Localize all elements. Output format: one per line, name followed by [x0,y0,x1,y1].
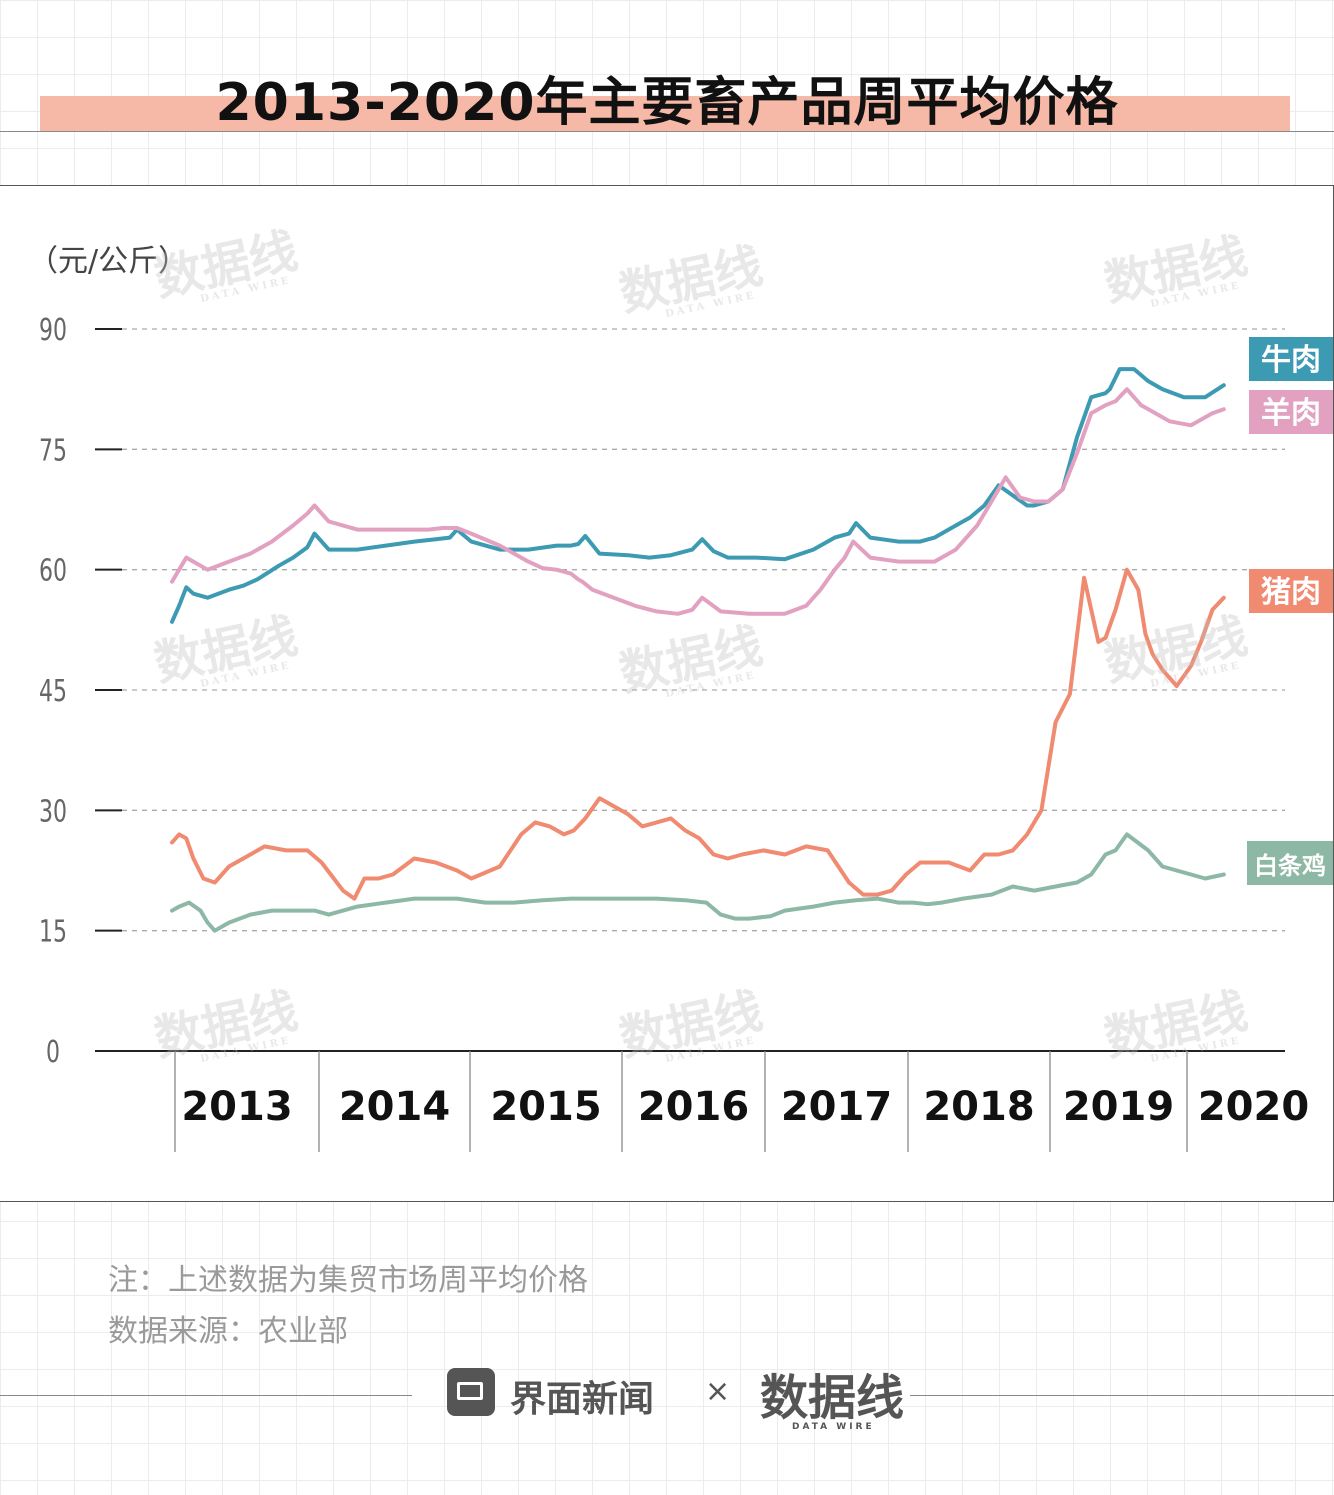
y-tick-label: 45 [39,674,67,709]
note-text: 注：上述数据为集贸市场周平均价格 [108,1263,588,1298]
x-tick-label: 2017 [781,1084,892,1130]
x-tick-label: 2014 [339,1084,450,1130]
series-label-bg [1249,390,1333,434]
axis-layer: （元/公斤） 0 15 30 45 60 75 90 2013 2014 2015 2016 2017 2… [28,244,1309,1152]
series-label-bg [1249,569,1333,613]
x-tick-label: 2016 [638,1084,749,1130]
jiemian-logo-icon [447,1368,495,1416]
series-label: 羊肉 [1261,396,1321,431]
chart-panel: （元/公斤） 0 15 30 45 60 75 90 2013 2014 2015 2016 2017 2… [0,185,1334,1202]
y-tick-label: 15 [39,915,67,950]
title-rule [0,131,1334,132]
partner-logo-subtitle: DATA WIRE [792,1422,875,1432]
footer-rule-right [910,1395,1334,1396]
line-chart: （元/公斤） 0 15 30 45 60 75 90 2013 2014 2015 2016 2017 2… [28,244,1333,1152]
chart-title: 2013-2020年主要畜产品周平均价格 [215,73,1119,133]
series-layer [170,367,1226,933]
partner-logo: 数据线 [760,1370,905,1426]
series-label: 猪肉 [1261,575,1321,610]
x-tick-label: 2019 [1063,1084,1174,1130]
series-line-2 [170,567,1226,901]
x-tick-label: 2018 [923,1084,1034,1130]
series-line-0 [170,367,1226,624]
footer-rule-left [0,1395,412,1396]
y-tick-label: 90 [39,313,67,348]
title-band [40,96,1290,132]
y-tick-label: 0 [46,1035,60,1070]
source-text: 数据来源：农业部 [108,1314,348,1349]
x-tick-label: 2015 [490,1084,601,1130]
y-tick-label: 60 [39,554,67,589]
x-tick-label: 2013 [181,1084,292,1130]
series-label: 牛肉 [1261,343,1321,378]
y-axis-unit-label: （元/公斤） [28,244,188,279]
series-label: 白条鸡 [1254,852,1326,880]
brand-name: 界面新闻 [510,1379,655,1420]
y-tick-label: 30 [39,794,67,829]
x-tick-label: 2020 [1198,1084,1309,1130]
brand-separator: × [705,1374,731,1409]
series-label-bg [1249,337,1333,381]
grid-layer [122,328,1285,932]
series-line-1 [170,387,1226,616]
y-tick-label: 75 [39,433,67,468]
series-label-bg [1247,841,1333,885]
series-line-3 [170,832,1226,933]
